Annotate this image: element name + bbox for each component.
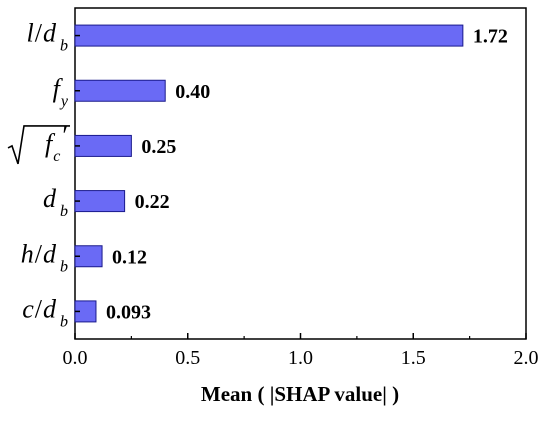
bar-1	[74, 79, 166, 102]
plot-area-frame	[74, 7, 527, 340]
bar-3	[74, 190, 126, 213]
x-ticks-group	[74, 333, 527, 339]
bar-2	[74, 134, 132, 157]
svg-text:h/db: h/d b	[21, 239, 68, 275]
category-label-4: h/d b	[21, 239, 68, 275]
svg-text:l/db: l/d b	[27, 19, 68, 55]
svg-text:fc′: fc′	[45, 121, 68, 165]
x-tick-label-1: 0.5	[175, 347, 200, 369]
value-label-3: 0.22	[135, 191, 170, 213]
bar-0	[74, 24, 464, 47]
x-axis-label: Mean ( |SHAP value| )	[201, 382, 399, 406]
category-labels-group: l/d b fy fc′ d b h/d b c/d b	[7, 19, 80, 330]
category-label-0: l/d b	[27, 19, 68, 55]
value-label-2: 0.25	[141, 136, 176, 158]
value-labels-group: 1.72 0.40 0.25 0.22 0.12 0.093	[106, 26, 508, 324]
value-label-1: 0.40	[175, 81, 210, 103]
x-tick-label-3: 1.5	[401, 347, 426, 369]
category-label-1: fy	[53, 74, 69, 110]
bars-group	[74, 24, 464, 323]
svg-text:fy: fy	[53, 74, 69, 110]
x-tick-label-2: 1.0	[288, 347, 313, 369]
svg-text:c/db: c/d b	[22, 294, 68, 330]
svg-text:db: db	[43, 184, 68, 220]
value-label-5: 0.093	[106, 301, 151, 323]
sqrt-sign-2	[7, 125, 70, 165]
value-label-0: 1.72	[473, 26, 508, 48]
x-tick-label-4: 2.0	[514, 347, 539, 369]
category-label-2: fc′	[7, 121, 70, 165]
value-label-4: 0.12	[112, 246, 147, 268]
x-tick-labels-group: 0.0 0.5 1.0 1.5 2.0	[63, 347, 539, 369]
x-tick-label-0: 0.0	[63, 347, 88, 369]
category-label-5: c/d b	[22, 294, 68, 330]
